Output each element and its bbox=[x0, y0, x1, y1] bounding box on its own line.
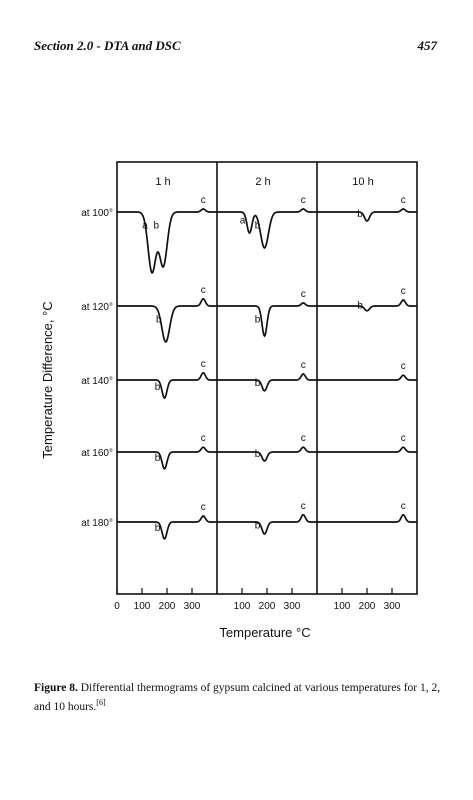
x-tick-label: 100 bbox=[334, 601, 351, 612]
row-label: at 180° bbox=[81, 518, 113, 529]
peak-letter: b bbox=[155, 382, 161, 393]
peak-letter: c bbox=[301, 501, 306, 512]
figure-caption: Figure 8. Differential thermograms of gy… bbox=[34, 682, 444, 714]
row-label: at 140° bbox=[81, 376, 113, 387]
x-tick-label: 100 bbox=[234, 601, 251, 612]
running-header-section: Section 2.0 - DTA and DSC bbox=[34, 38, 181, 53]
panel-label: 1 h bbox=[155, 176, 170, 188]
peak-letter: b bbox=[255, 315, 261, 326]
row-label: at 120° bbox=[81, 302, 113, 313]
peak-letter: b bbox=[255, 378, 261, 389]
x-tick-label: 200 bbox=[159, 601, 176, 612]
peak-letter: c bbox=[201, 502, 206, 513]
x-tick-label: 300 bbox=[284, 601, 301, 612]
figure-caption-label: Figure 8. bbox=[34, 682, 78, 694]
page-number: 457 bbox=[417, 38, 438, 53]
figure-caption-text: Differential thermograms of gypsum calci… bbox=[34, 682, 441, 713]
thermogram-curve bbox=[117, 371, 417, 400]
chart-frame: 1 h 0 100 200 300 2 h 100 200 300 10 h 100 200 300 at… bbox=[81, 161, 418, 612]
peak-letter: c bbox=[301, 195, 306, 206]
peak-letter: c bbox=[301, 289, 306, 300]
peak-letter: c bbox=[401, 286, 406, 297]
peak-letter: b bbox=[255, 521, 261, 532]
peak-letter: b bbox=[357, 301, 363, 312]
peak-letter: b bbox=[155, 523, 161, 534]
y-axis-label: Temperature Difference, °C bbox=[40, 301, 55, 458]
peak-letter: b bbox=[153, 221, 159, 232]
thermogram-curve bbox=[117, 513, 417, 540]
thermogram-curve bbox=[117, 446, 417, 470]
x-tick-label: 100 bbox=[134, 601, 151, 612]
peak-letter: c bbox=[401, 195, 406, 206]
x-tick-label: 0 bbox=[114, 601, 120, 612]
peak-letter: b bbox=[155, 453, 161, 464]
thermogram-curve bbox=[117, 297, 417, 343]
x-tick-label: 200 bbox=[259, 601, 276, 612]
x-tick-label: 300 bbox=[184, 601, 201, 612]
peak-letter: c bbox=[201, 195, 206, 206]
thermogram-curve bbox=[117, 208, 417, 274]
row-label: at 160° bbox=[81, 448, 113, 459]
peak-letter: b bbox=[357, 209, 363, 220]
peak-letter: a bbox=[142, 221, 148, 232]
peak-letter: b bbox=[255, 221, 261, 232]
peak-letter: b bbox=[255, 449, 261, 460]
peak-letter: c bbox=[201, 433, 206, 444]
x-tick-label: 300 bbox=[384, 601, 401, 612]
panel-label: 2 h bbox=[255, 176, 270, 188]
peak-letter: a bbox=[240, 216, 246, 227]
figure-caption-ref: [6] bbox=[96, 697, 106, 707]
peak-letter: c bbox=[301, 433, 306, 444]
peak-letter: c bbox=[201, 359, 206, 370]
row-label: at 100° bbox=[81, 208, 113, 219]
peak-letter: c bbox=[401, 501, 406, 512]
x-tick-label: 200 bbox=[359, 601, 376, 612]
thermogram-curves bbox=[117, 208, 417, 540]
peak-letter: c bbox=[401, 361, 406, 372]
peak-letter: c bbox=[401, 433, 406, 444]
peak-letter: c bbox=[301, 360, 306, 371]
x-axis-label: Temperature °C bbox=[219, 625, 310, 640]
panel-label: 10 h bbox=[352, 176, 373, 188]
peak-letter: b bbox=[156, 315, 162, 326]
peak-letter: c bbox=[201, 285, 206, 296]
